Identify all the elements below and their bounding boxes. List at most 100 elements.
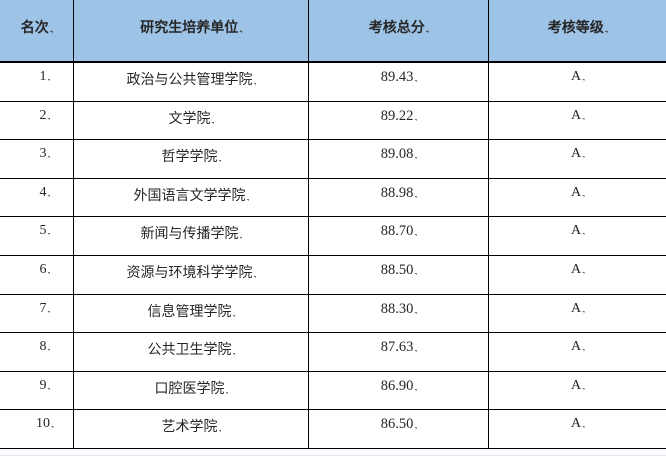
score-value: 89.08	[380, 146, 414, 163]
cell-end-mark: .,	[582, 343, 585, 353]
score-value: 88.98	[380, 184, 414, 201]
score-cell: 89.22.,	[309, 101, 489, 140]
header-label-grade: 考核等级	[547, 19, 604, 35]
unit-value: 信息管理学院	[147, 304, 232, 320]
grade-cell: A.,	[489, 179, 666, 217]
unit-cell: 文学院.,	[74, 101, 309, 140]
rank-cell: 1.,	[0, 63, 74, 101]
cell-end-mark: .,	[253, 77, 257, 86]
cell-end-mark: .,	[582, 227, 585, 237]
header-label-rank: 名次	[20, 19, 49, 35]
score-cell: 88.70.,	[309, 217, 489, 255]
cell-end-mark: .,	[47, 73, 51, 82]
grade-cell: A.,	[489, 63, 666, 101]
rank-value: 5	[39, 223, 47, 239]
rank-cell: 6.,	[0, 255, 74, 294]
unit-cell: 公共卫生学院.,	[74, 333, 309, 371]
cell-end-mark: .,	[47, 304, 51, 314]
score-value: 88.50	[380, 261, 414, 278]
header-cell-rank: 名次.,	[0, 0, 74, 61]
unit-value: 艺术学院	[161, 420, 218, 436]
cell-end-mark: .,	[582, 150, 585, 160]
unit-cell: 艺术学院.,	[74, 410, 309, 448]
rank-cell: 8.,	[0, 333, 74, 371]
score-cell: 86.50.,	[309, 410, 489, 448]
score-value: 86.50	[380, 416, 414, 433]
table-row: 9., 口腔医学院., 86.90., A.,	[0, 371, 666, 411]
cell-end-mark: .,	[414, 112, 417, 122]
grade-cell: A.,	[489, 140, 666, 178]
cell-end-mark: .,	[414, 305, 417, 315]
grade-cell: A.,	[489, 333, 666, 371]
score-value: 89.22	[380, 107, 414, 124]
unit-cell: 口腔医学院.,	[74, 371, 309, 410]
rank-cell: 5.,	[0, 217, 74, 255]
score-cell: 88.98.,	[309, 178, 489, 217]
page-bottom-strip	[0, 448, 666, 456]
unit-value: 资源与环境科学学院	[126, 265, 253, 281]
cell-end-mark: .,	[239, 231, 243, 241]
rank-value: 4	[39, 184, 47, 200]
table-header-row: 名次., 研究生培养单位., 考核总分., 考核等级.,	[0, 0, 666, 63]
header-cell-unit: 研究生培养单位.,	[74, 0, 309, 61]
cell-end-mark: .,	[414, 189, 417, 199]
score-cell: 88.30.,	[309, 294, 489, 333]
rank-value: 7	[39, 300, 47, 316]
cell-end-mark: .,	[211, 115, 215, 125]
grade-value: A	[570, 146, 582, 162]
grade-cell: A.,	[489, 295, 666, 333]
table-row: 5., 新闻与传播学院., 88.70., A.,	[0, 217, 666, 256]
rank-value: 2	[39, 107, 47, 123]
cell-end-mark: .,	[47, 150, 51, 160]
cell-end-mark: .,	[225, 385, 229, 395]
rank-value: 6	[39, 261, 47, 277]
grade-cell: A.,	[489, 256, 666, 294]
cell-end-mark: .,	[49, 25, 54, 34]
score-cell: 87.63.,	[309, 333, 489, 371]
score-cell: 86.90.,	[309, 371, 489, 410]
score-cell: 88.50.,	[309, 255, 489, 294]
cell-end-mark: .,	[253, 269, 257, 279]
cell-end-mark: .,	[414, 228, 417, 238]
rank-cell: 9.,	[0, 371, 74, 410]
cell-end-mark: .,	[47, 265, 51, 275]
header-cell-score: 考核总分.,	[309, 0, 489, 61]
cell-end-mark: .,	[47, 188, 51, 198]
grade-cell: A.,	[489, 102, 666, 140]
grade-cell: A.,	[489, 372, 666, 410]
table-row: 7., 信息管理学院., 88.30., A.,	[0, 294, 666, 334]
table-row: 3., 哲学学院., 89.08., A.,	[0, 140, 666, 179]
header-label-unit: 研究生培养单位	[140, 19, 239, 35]
score-cell: 89.08.,	[309, 140, 489, 178]
cell-end-mark: .,	[414, 421, 417, 431]
cell-end-mark: .,	[47, 227, 51, 237]
cell-end-mark: .,	[414, 151, 417, 161]
unit-value: 政治与公共管理学院	[126, 73, 253, 88]
table-row: 6., 资源与环境科学学院., 88.50., A.,	[0, 255, 666, 295]
grade-value: A	[570, 339, 582, 355]
rank-value: 10	[36, 416, 50, 432]
unit-value: 新闻与传播学院	[140, 227, 239, 243]
cell-end-mark: .,	[239, 25, 243, 34]
cell-end-mark: .,	[232, 308, 236, 318]
cell-end-mark: .,	[47, 381, 51, 391]
cell-end-mark: .,	[582, 420, 585, 430]
cell-end-mark: .,	[582, 188, 585, 198]
rank-value: 1	[39, 69, 47, 84]
unit-cell: 新闻与传播学院.,	[74, 217, 309, 255]
rank-value: 8	[39, 339, 47, 355]
unit-cell: 资源与环境科学学院.,	[74, 255, 309, 294]
cell-end-mark: .,	[246, 192, 250, 202]
cell-end-mark: .,	[604, 25, 609, 34]
rank-value: 9	[39, 377, 47, 393]
grade-value: A	[570, 377, 582, 393]
rank-cell: 2.,	[0, 101, 74, 140]
grade-value: A	[570, 69, 582, 84]
unit-cell: 政治与公共管理学院.,	[74, 63, 309, 101]
cell-end-mark: .,	[232, 347, 236, 357]
score-value: 88.30	[380, 300, 414, 317]
grade-value: A	[570, 300, 582, 316]
cell-end-mark: .,	[47, 343, 51, 353]
header-label-score: 考核总分	[368, 19, 425, 35]
unit-value: 外国语言文学学院	[133, 188, 246, 204]
